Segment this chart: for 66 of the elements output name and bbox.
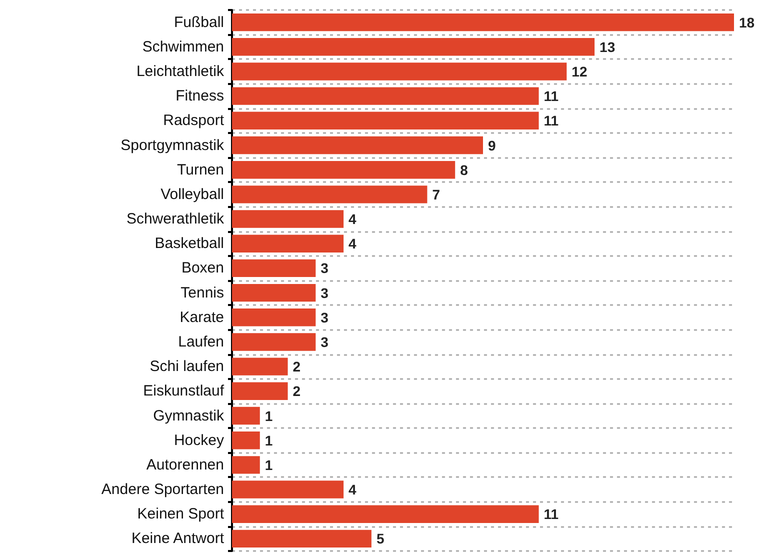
data-label: 11 — [544, 112, 559, 129]
bar — [232, 13, 734, 32]
y-tick-label: Sportgymnastik — [120, 136, 224, 154]
y-tick-label: Karate — [180, 308, 224, 326]
y-tick-label: Fitness — [176, 88, 224, 105]
y-tick-label: Schwimmen — [142, 38, 224, 56]
y-tick-label: Gymnastik — [153, 407, 224, 424]
y-tick-label: Basketball — [154, 235, 224, 252]
bar — [232, 136, 483, 154]
data-label: 18 — [739, 14, 755, 30]
bar — [232, 358, 288, 376]
y-tick-label: Volleyball — [160, 186, 224, 203]
y-tick-label: Turnen — [177, 161, 224, 178]
data-label: 3 — [320, 309, 329, 326]
bar — [232, 333, 316, 351]
data-label: 11 — [544, 506, 559, 522]
data-label: 1 — [264, 456, 273, 473]
data-label: 2 — [292, 383, 301, 400]
y-tick-label: Keinen Sport — [137, 506, 225, 523]
y-tick-label: Eiskunstlauf — [143, 382, 225, 400]
data-label: 12 — [572, 63, 588, 80]
data-label: 4 — [348, 482, 357, 498]
bar — [232, 505, 539, 523]
y-tick-label: Boxen — [181, 260, 224, 277]
y-tick-label: Tennis — [180, 284, 224, 302]
bar — [232, 456, 260, 474]
data-label: 4 — [348, 236, 357, 252]
bar — [232, 480, 344, 498]
bar — [232, 210, 344, 228]
y-tick-label: Hockey — [174, 432, 224, 449]
data-label: 2 — [292, 358, 301, 375]
y-tick-label: Laufen — [178, 333, 224, 350]
bar — [232, 530, 372, 548]
data-label: 1 — [264, 432, 273, 448]
data-label: 8 — [460, 162, 468, 178]
data-label: 3 — [320, 284, 329, 301]
bar — [232, 382, 288, 400]
bar — [232, 308, 316, 326]
y-tick-label: Schwerathletik — [126, 210, 224, 228]
y-tick-label: Schi laufen — [150, 358, 224, 376]
bar — [232, 87, 539, 105]
y-tick-label: Radsport — [163, 112, 225, 130]
bar — [232, 186, 428, 204]
bar — [232, 259, 316, 278]
bar — [232, 284, 316, 302]
data-label: 11 — [544, 88, 559, 104]
data-label: 3 — [320, 260, 329, 276]
data-label: 1 — [264, 408, 273, 424]
data-label: 9 — [488, 137, 496, 154]
bar — [232, 62, 567, 80]
bar — [232, 160, 456, 179]
y-tick-label: Andere Sportarten — [101, 481, 224, 498]
data-label: 3 — [320, 334, 329, 350]
y-tick-label: Autorennen — [146, 456, 224, 474]
data-label: 4 — [348, 211, 357, 228]
y-tick-label: Fußball — [174, 14, 224, 31]
data-label: 5 — [376, 530, 384, 547]
bar — [232, 431, 260, 450]
bar — [232, 38, 595, 56]
y-tick-label: Leichtathletik — [136, 62, 224, 80]
data-label: 7 — [432, 186, 440, 202]
data-label: 13 — [600, 38, 616, 55]
bar — [232, 112, 539, 130]
bar — [232, 234, 344, 252]
bar — [232, 406, 260, 425]
y-tick-label: Keine Antwort — [131, 530, 225, 548]
